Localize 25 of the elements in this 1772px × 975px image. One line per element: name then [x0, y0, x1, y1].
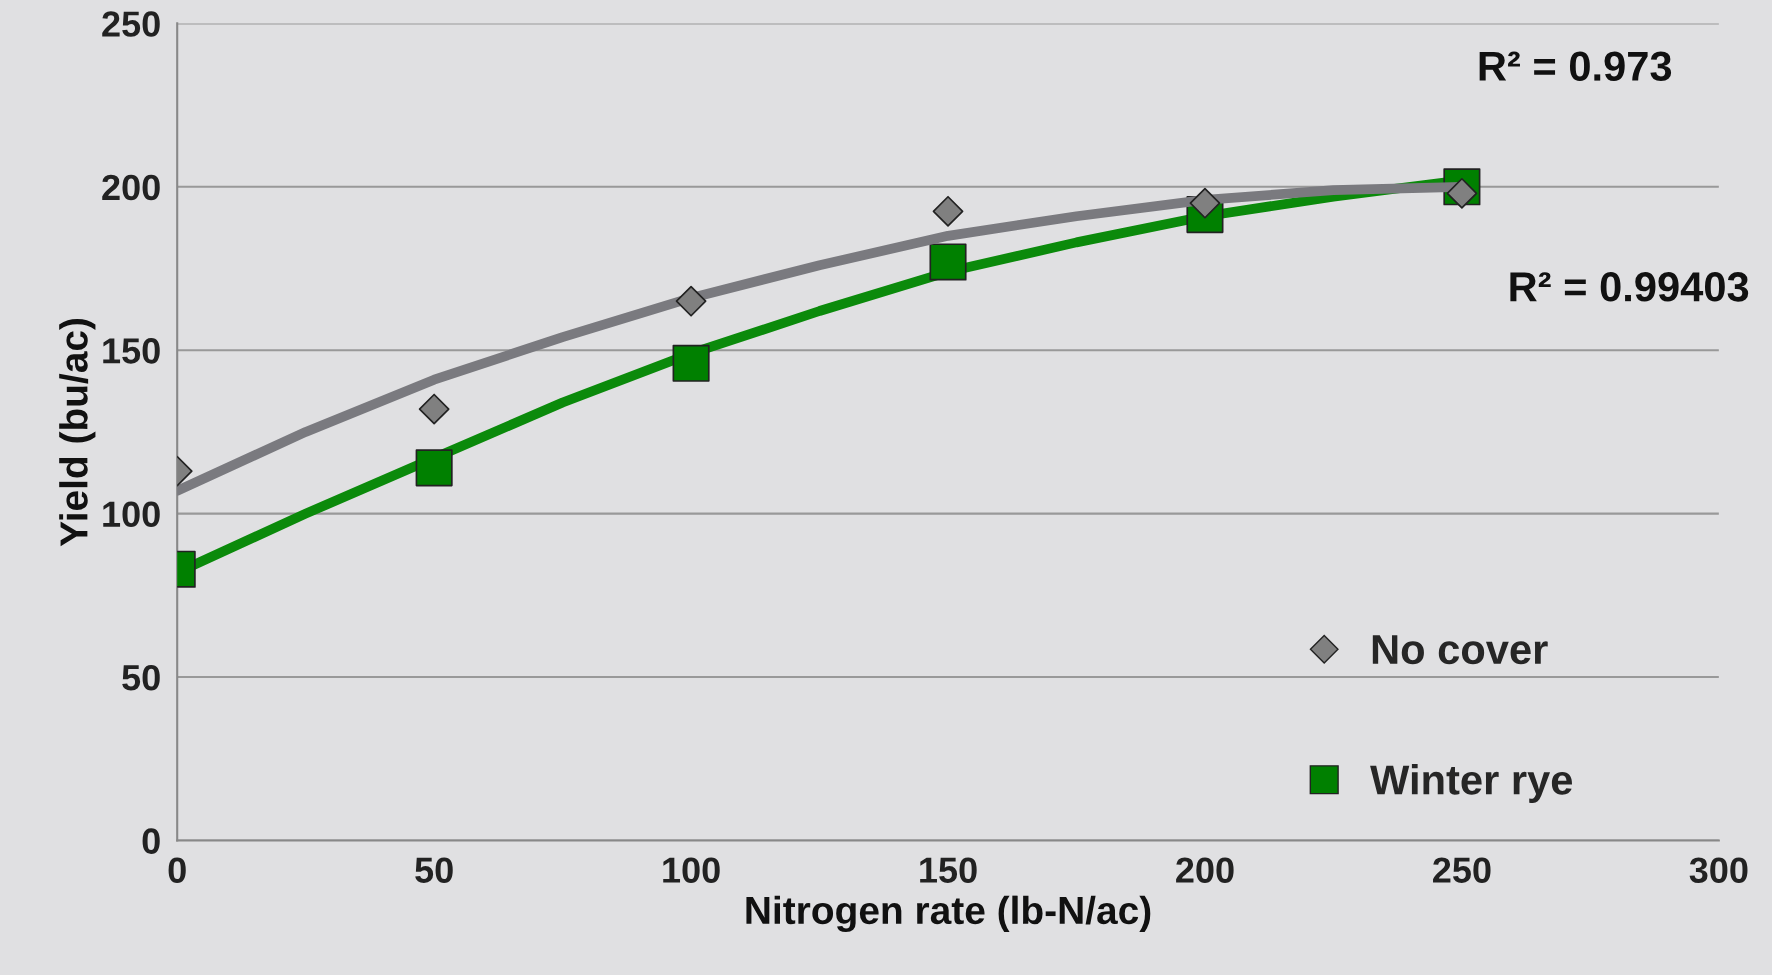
x-axis-title: Nitrogen rate (lb-N/ac) — [746, 895, 1151, 933]
x-tick-label: 200 — [1176, 857, 1234, 883]
annotation: R² = 0.973 — [1479, 51, 1672, 82]
x-tick-label: 0 — [168, 857, 186, 883]
point — [932, 195, 964, 227]
point — [675, 285, 707, 317]
point — [418, 393, 450, 425]
y-axis-title: Yield (bu/ac) — [59, 318, 96, 547]
point — [672, 344, 710, 382]
legend-label: Winter rye — [1370, 764, 1573, 803]
y-tick-label: 200 — [102, 174, 160, 201]
x-tick-label: 150 — [920, 857, 977, 883]
x-tick-label: 50 — [415, 857, 453, 883]
x-tick-label: 300 — [1689, 857, 1748, 883]
point — [415, 449, 453, 487]
y-tick-label: 150 — [103, 338, 160, 364]
y-tick-label: 50 — [122, 664, 160, 691]
legend-label: No cover — [1372, 635, 1548, 665]
x-tick-label: 250 — [1433, 857, 1491, 883]
x-tick-label: 100 — [663, 857, 720, 883]
point — [929, 243, 967, 281]
y-tick-label: 0 — [142, 828, 160, 854]
y-tick-label: 100 — [103, 501, 160, 528]
annotation: R² = 0.99403 — [1510, 272, 1749, 302]
y-tick-label: 250 — [102, 11, 160, 37]
